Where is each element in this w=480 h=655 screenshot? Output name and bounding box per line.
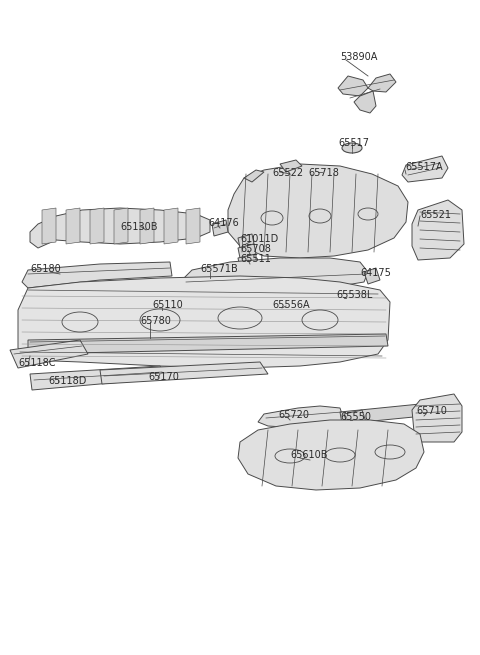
Polygon shape [28, 334, 388, 354]
Text: 65110: 65110 [152, 300, 183, 310]
Polygon shape [364, 268, 380, 284]
Polygon shape [10, 340, 88, 368]
Polygon shape [30, 208, 210, 248]
Polygon shape [140, 208, 154, 244]
Polygon shape [244, 170, 264, 182]
Polygon shape [114, 208, 128, 244]
Text: 65571B: 65571B [200, 264, 238, 274]
Polygon shape [184, 258, 368, 296]
Text: 61011D: 61011D [240, 234, 278, 244]
Text: 65610B: 65610B [290, 450, 327, 460]
Polygon shape [22, 262, 172, 288]
Polygon shape [238, 420, 424, 490]
Text: 65556A: 65556A [272, 300, 310, 310]
Text: 65550: 65550 [340, 412, 371, 422]
Text: 65708: 65708 [240, 244, 271, 254]
Polygon shape [228, 164, 408, 258]
Polygon shape [344, 410, 366, 426]
Text: 65710: 65710 [416, 406, 447, 416]
Polygon shape [336, 290, 352, 306]
Polygon shape [212, 220, 228, 236]
Text: 65517A: 65517A [405, 162, 443, 172]
Text: 65118C: 65118C [18, 358, 56, 368]
Polygon shape [268, 290, 320, 318]
Text: 64175: 64175 [360, 268, 391, 278]
Polygon shape [368, 74, 396, 92]
Text: 65170: 65170 [148, 372, 179, 382]
Polygon shape [340, 404, 424, 424]
Text: 65718: 65718 [308, 168, 339, 178]
Text: 53890A: 53890A [340, 52, 377, 62]
Polygon shape [238, 244, 256, 258]
Text: 65511: 65511 [240, 254, 271, 264]
Text: 65180: 65180 [30, 264, 61, 274]
Polygon shape [30, 366, 168, 390]
Text: 64176: 64176 [208, 218, 239, 228]
Ellipse shape [342, 143, 362, 153]
Polygon shape [90, 208, 104, 244]
Polygon shape [238, 234, 254, 248]
Text: 65522: 65522 [272, 168, 303, 178]
Polygon shape [412, 394, 462, 442]
Polygon shape [280, 160, 302, 172]
Polygon shape [258, 406, 344, 428]
Text: 65521: 65521 [420, 210, 451, 220]
Polygon shape [100, 362, 268, 384]
Polygon shape [66, 208, 80, 244]
Polygon shape [354, 91, 376, 113]
Polygon shape [238, 254, 256, 268]
Polygon shape [186, 208, 200, 244]
Text: 65720: 65720 [278, 410, 309, 420]
Polygon shape [18, 276, 390, 368]
Text: 65130B: 65130B [120, 222, 157, 232]
Text: 65517: 65517 [338, 138, 369, 148]
Polygon shape [402, 156, 448, 182]
Polygon shape [412, 200, 464, 260]
Text: 65538L: 65538L [336, 290, 372, 300]
Text: 65118D: 65118D [48, 376, 86, 386]
Polygon shape [338, 76, 368, 96]
Polygon shape [164, 208, 178, 244]
Text: 65780: 65780 [140, 316, 171, 326]
Polygon shape [42, 208, 56, 244]
